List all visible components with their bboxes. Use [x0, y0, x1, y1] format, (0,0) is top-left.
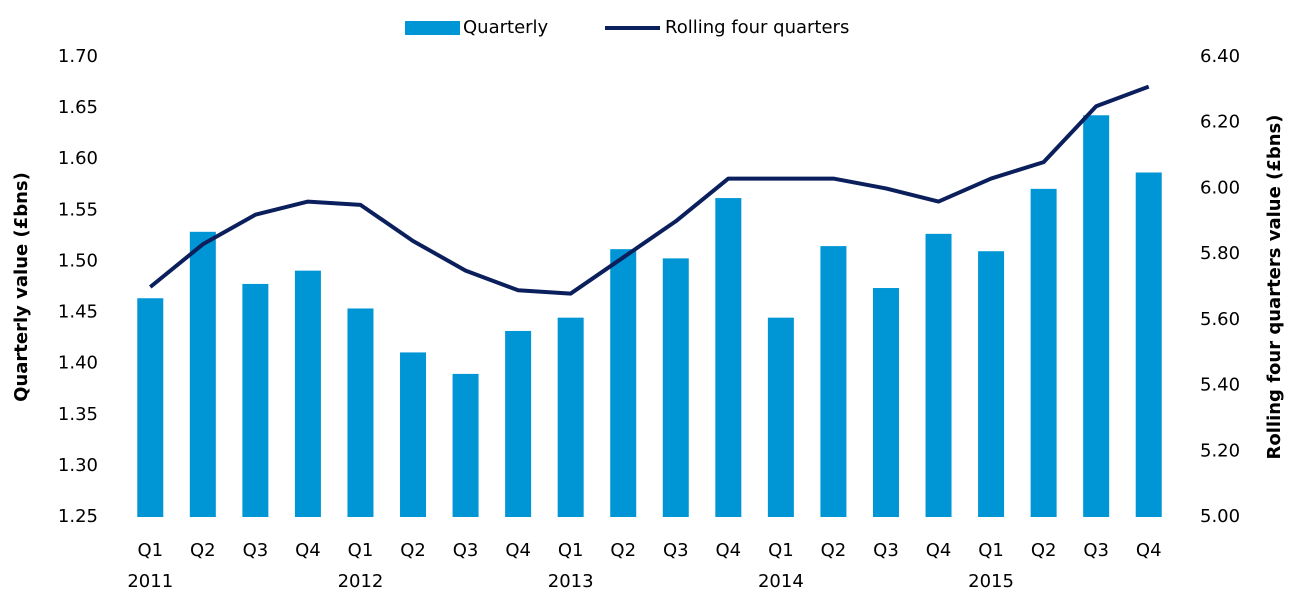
x-tick-label: Q2 — [821, 540, 847, 561]
y2-tick-label: 6.20 — [1200, 112, 1240, 133]
bar — [557, 317, 584, 517]
x-tick-label: Q4 — [716, 540, 742, 561]
y2-tick-label: 5.80 — [1200, 243, 1240, 264]
x-tick-label: Q3 — [1083, 540, 1109, 561]
y2-tick-label: 5.60 — [1200, 309, 1240, 330]
bar — [610, 249, 637, 517]
y2-axis-title: Rolling four quarters value (£bns) — [1264, 115, 1285, 460]
bar — [505, 330, 532, 517]
x-tick-label: Q4 — [1136, 540, 1162, 561]
x-group-label: 2012 — [338, 571, 384, 592]
y2-tick-label: 5.40 — [1200, 375, 1240, 396]
y-tick-label: 1.40 — [58, 353, 98, 374]
x-tick-label: Q2 — [400, 540, 426, 561]
bar — [715, 198, 742, 518]
bar — [1030, 188, 1057, 517]
line — [149, 84, 1150, 296]
bar — [137, 298, 164, 517]
bar — [978, 251, 1005, 517]
x-tick-label: Q4 — [926, 540, 952, 561]
y-tick-label: 1.70 — [58, 46, 98, 67]
x-tick-label: Q1 — [348, 540, 374, 561]
x-tick-label: Q4 — [295, 540, 321, 561]
bar — [1083, 115, 1110, 518]
y2-tick-label: 6.00 — [1200, 177, 1240, 198]
x-tick-label: Q3 — [873, 540, 899, 561]
bar — [925, 233, 952, 517]
bar — [242, 283, 269, 517]
bar — [1135, 172, 1162, 517]
bar — [452, 373, 479, 517]
y-tick-label: 1.25 — [58, 506, 98, 527]
y2-tick-label: 5.00 — [1200, 506, 1240, 527]
y-tick-label: 1.35 — [58, 404, 98, 425]
x-tick-label: Q2 — [190, 540, 216, 561]
x-tick-label: Q2 — [1031, 540, 1057, 561]
x-group-label: 2013 — [548, 571, 594, 592]
x-tick-label: Q1 — [978, 540, 1004, 561]
x-tick-label: Q3 — [453, 540, 479, 561]
bar — [662, 258, 689, 517]
x-group-label: 2014 — [758, 571, 804, 592]
y-tick-label: 1.50 — [58, 250, 98, 271]
y-tick-label: 1.65 — [58, 97, 98, 118]
bar — [294, 270, 321, 517]
y-tick-label: 1.45 — [58, 302, 98, 323]
y-tick-label: 1.55 — [58, 199, 98, 220]
x-tick-label: Q4 — [505, 540, 531, 561]
x-tick-label: Q2 — [610, 540, 636, 561]
legend-label: Rolling four quarters — [665, 17, 849, 38]
x-tick-label: Q1 — [137, 540, 163, 561]
y2-tick-label: 5.20 — [1200, 440, 1240, 461]
bar — [767, 317, 794, 517]
bar — [347, 308, 374, 517]
bar — [820, 246, 847, 517]
x-tick-label: Q1 — [768, 540, 794, 561]
x-tick-label: Q3 — [663, 540, 689, 561]
x-group-label: 2015 — [968, 571, 1014, 592]
x-tick-label: Q1 — [558, 540, 584, 561]
bar — [872, 288, 899, 517]
x-tick-label: Q3 — [243, 540, 269, 561]
y-tick-label: 1.60 — [58, 148, 98, 169]
y-tick-label: 1.30 — [58, 455, 98, 476]
bar — [400, 352, 427, 517]
legend-swatch — [405, 21, 460, 35]
x-group-label: 2011 — [127, 571, 173, 592]
y2-tick-label: 6.40 — [1200, 46, 1240, 67]
y-axis-title: Quarterly value (£bns) — [11, 172, 32, 402]
bar — [189, 231, 216, 518]
legend-label: Quarterly — [463, 17, 549, 38]
